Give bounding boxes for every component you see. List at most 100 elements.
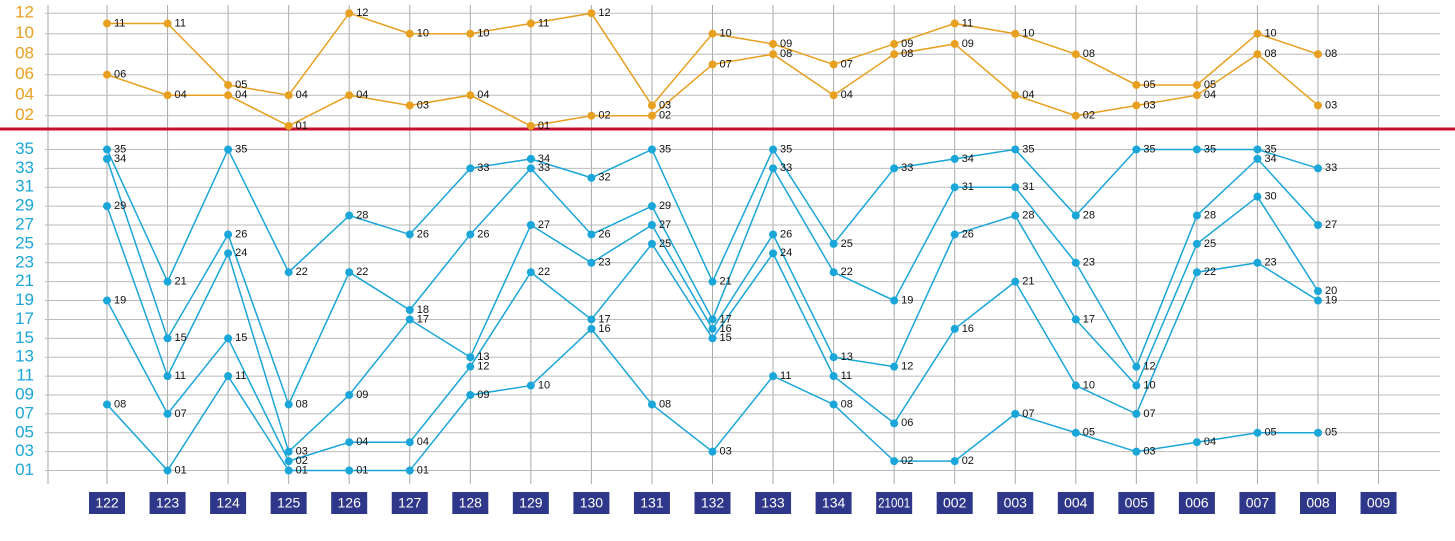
data-point — [1314, 296, 1322, 305]
data-label: 26 — [417, 228, 429, 240]
data-label: 22 — [841, 266, 853, 278]
data-label: 28 — [1083, 209, 1095, 221]
data-label: 10 — [417, 28, 429, 40]
category-box — [755, 492, 792, 514]
data-point — [1192, 91, 1201, 100]
data-label: 06 — [114, 69, 126, 81]
data-label: 22 — [1204, 266, 1216, 278]
category-box — [89, 492, 125, 514]
data-point — [163, 277, 172, 286]
data-label: 03 — [296, 446, 308, 458]
data-label: 29 — [659, 200, 671, 212]
data-label: 34 — [962, 153, 974, 165]
data-label: 13 — [477, 351, 489, 363]
data-point — [647, 101, 656, 110]
data-label: 08 — [659, 398, 671, 410]
data-point — [1314, 164, 1322, 173]
data-label: 35 — [780, 143, 792, 155]
data-label: 08 — [901, 48, 913, 60]
data-point — [1314, 221, 1322, 229]
category-box — [331, 492, 368, 514]
data-point — [466, 91, 475, 100]
data-label: 02 — [901, 455, 913, 467]
data-label: 06 — [901, 417, 913, 429]
data-point — [526, 164, 535, 173]
data-point — [647, 111, 656, 120]
data-label: 21 — [1022, 276, 1034, 288]
data-point — [708, 29, 717, 38]
data-point — [890, 50, 899, 59]
data-point — [1253, 258, 1262, 267]
x-tick-label: 21001 — [878, 495, 910, 511]
data-label: 08 — [780, 48, 792, 60]
data-label: 26 — [962, 228, 974, 240]
data-point — [466, 362, 475, 371]
data-label: 33 — [477, 162, 489, 174]
data-label: 05 — [1325, 427, 1337, 439]
data-point — [284, 268, 293, 277]
data-label: 11 — [780, 370, 791, 382]
data-point — [526, 221, 535, 229]
y-tick-label: 03 — [15, 441, 34, 460]
data-label: 11 — [175, 370, 186, 382]
x-tick-label: 125 — [277, 495, 301, 511]
x-tick-label: 002 — [943, 495, 967, 511]
category-box — [1178, 492, 1215, 514]
data-label: 35 — [1204, 143, 1216, 155]
data-point — [103, 145, 111, 154]
y-tick-label: 05 — [15, 422, 34, 441]
data-point — [103, 70, 111, 79]
data-point — [769, 164, 778, 173]
data-point — [405, 230, 414, 239]
data-point — [1253, 145, 1262, 154]
data-label: 26 — [477, 228, 489, 240]
data-point — [1071, 428, 1080, 437]
data-point — [587, 111, 596, 120]
x-tick-label: 003 — [1004, 495, 1028, 511]
data-label: 04 — [1204, 89, 1216, 101]
data-label: 15 — [235, 332, 247, 344]
data-point — [647, 221, 656, 229]
category-box — [997, 492, 1034, 514]
data-point — [224, 372, 233, 381]
data-point — [1253, 428, 1262, 437]
data-label: 22 — [356, 266, 368, 278]
data-point — [950, 19, 959, 28]
data-label: 26 — [235, 228, 247, 240]
data-label: 02 — [296, 455, 308, 467]
data-label: 12 — [356, 7, 368, 19]
data-point — [708, 277, 717, 286]
x-tick-label: 006 — [1185, 495, 1209, 511]
data-point — [1253, 50, 1262, 59]
data-label: 34 — [1264, 153, 1276, 165]
data-label: 22 — [296, 266, 308, 278]
category-box — [391, 492, 428, 514]
category-box — [694, 492, 731, 514]
category-box — [1118, 492, 1155, 514]
data-point — [1253, 192, 1262, 201]
x-tick-label: 009 — [1367, 495, 1391, 511]
data-label: 05 — [235, 79, 247, 91]
data-point — [103, 154, 111, 163]
data-point — [526, 154, 535, 163]
y-tick-label: 23 — [15, 252, 34, 271]
data-label: 03 — [417, 99, 429, 111]
category-box — [815, 492, 852, 514]
data-point — [1192, 145, 1201, 154]
data-point — [1314, 50, 1322, 59]
data-label: 35 — [114, 143, 126, 155]
y-tick-label: 08 — [15, 44, 34, 63]
y-tick-label: 07 — [15, 403, 34, 422]
x-tick-label: 134 — [822, 495, 846, 511]
data-point — [1071, 258, 1080, 267]
data-label: 21 — [175, 276, 187, 288]
x-tick-label: 132 — [701, 495, 725, 511]
data-label: 19 — [114, 294, 126, 306]
data-point — [103, 400, 111, 409]
data-label: 04 — [235, 89, 247, 101]
data-label: 35 — [1022, 143, 1034, 155]
data-label: 25 — [659, 238, 671, 250]
y-tick-label: 13 — [15, 347, 34, 366]
data-point — [647, 202, 656, 211]
category-box — [876, 492, 913, 514]
